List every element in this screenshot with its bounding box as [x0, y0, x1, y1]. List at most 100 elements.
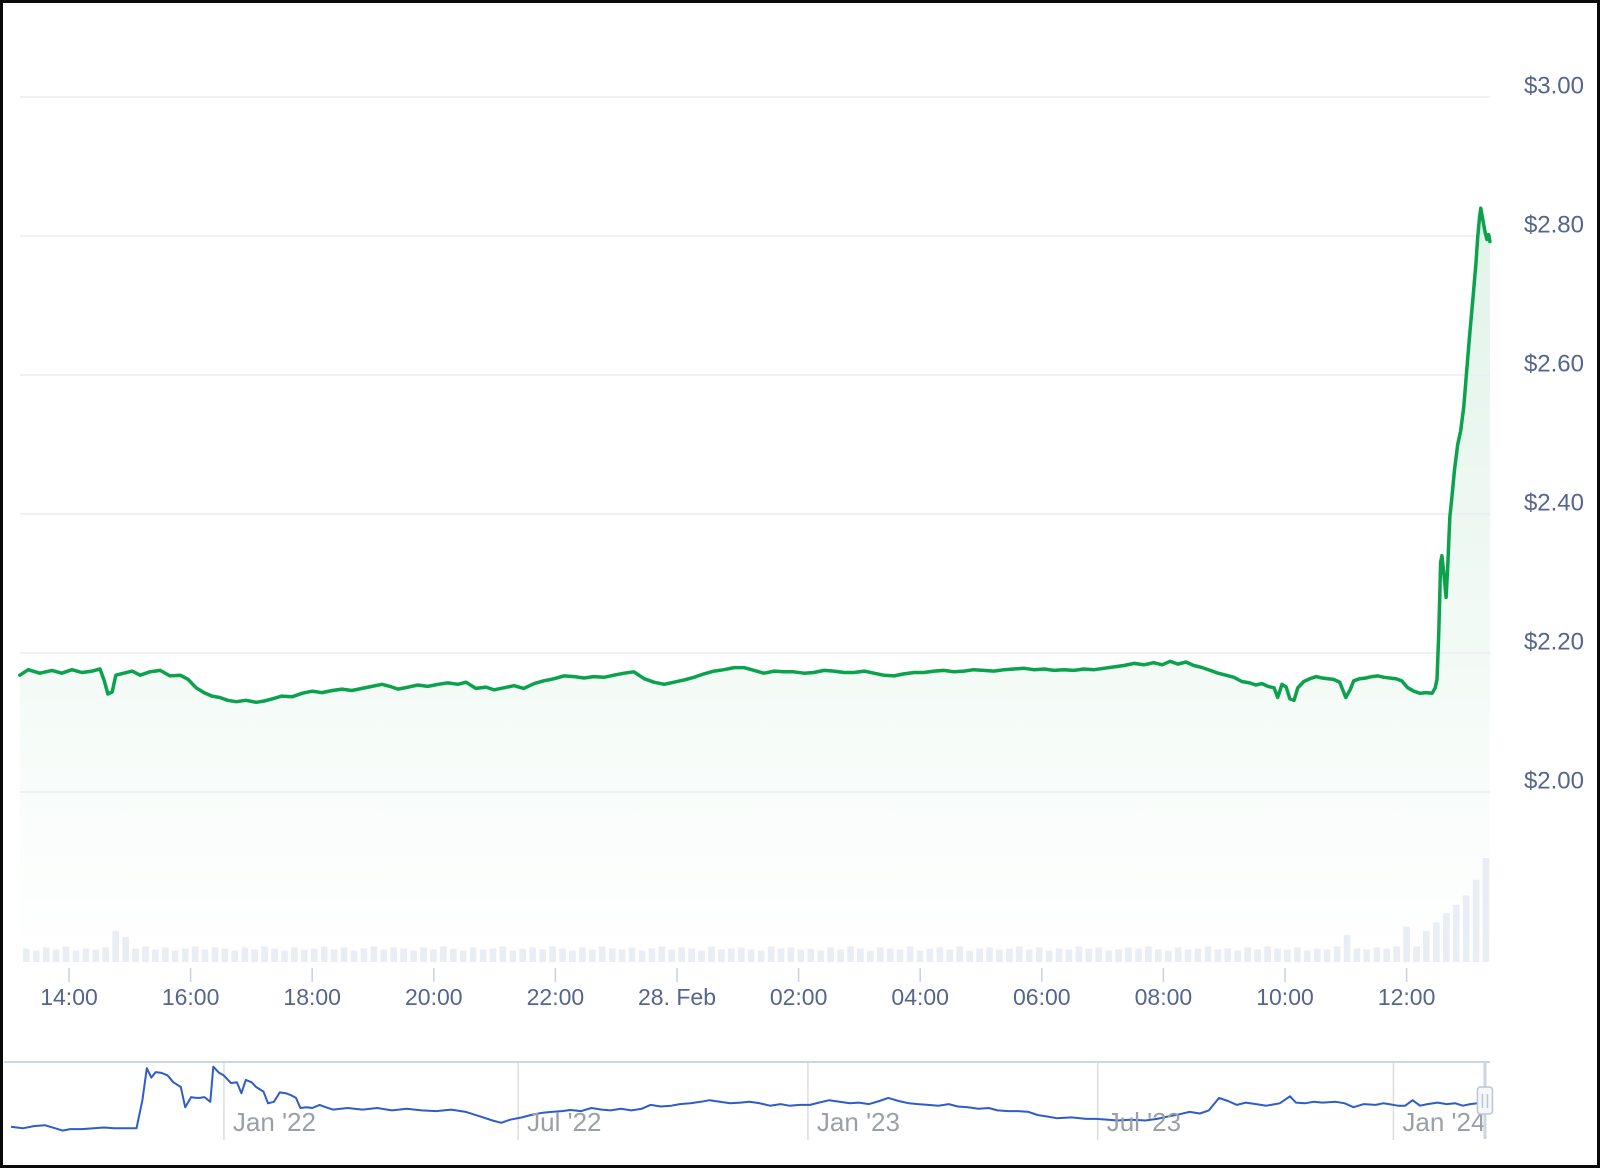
volume-bar — [469, 947, 477, 962]
volume-bar — [420, 947, 427, 962]
volume-bar — [23, 948, 30, 962]
volume-bar — [916, 950, 924, 962]
x-axis-label: 06:00 — [1013, 984, 1071, 1010]
volume-bar — [847, 946, 854, 962]
volume-bar — [370, 946, 378, 962]
volume-bar — [529, 947, 536, 962]
volume-bar — [1095, 947, 1102, 962]
volume-bar — [539, 949, 546, 962]
volume-bar — [1313, 948, 1321, 962]
volume-bar — [589, 949, 596, 962]
volume-bar — [221, 948, 229, 962]
volume-bar — [459, 950, 467, 962]
volume-bar — [1016, 946, 1023, 962]
volume-bar — [767, 946, 775, 962]
volume-bar — [1353, 948, 1361, 962]
volume-bar — [112, 930, 119, 962]
price-chart-svg[interactable]: $3.00 $2.80 $2.60 $2.40 $2.20 $2.00 14:00 16:00… — [3, 3, 1597, 1165]
volume-bar — [311, 948, 318, 962]
volume-bar — [936, 947, 944, 962]
volume-bar — [1055, 948, 1063, 962]
volume-bar — [658, 946, 666, 962]
navigator-handle[interactable] — [1476, 1086, 1494, 1115]
volume-bar — [867, 950, 874, 962]
x-axis-label: 22:00 — [527, 984, 585, 1010]
volume-bar — [410, 950, 417, 962]
price-gridlines — [20, 96, 1490, 793]
volume-bar — [1174, 947, 1182, 962]
volume-bar — [1244, 947, 1251, 962]
volume-bar — [1045, 950, 1053, 962]
volume-bar — [1025, 949, 1033, 962]
volume-bar — [1204, 946, 1212, 962]
volume-bar — [728, 948, 735, 962]
x-axis-label: 08:00 — [1135, 984, 1193, 1010]
volume-bar — [668, 949, 675, 962]
volume-bar — [291, 947, 298, 962]
volume-bar — [489, 948, 497, 962]
volume-bar — [32, 950, 40, 962]
volume-bar — [1264, 946, 1271, 962]
volume-bar — [440, 946, 447, 962]
x-axis-ticks: 14:00 16:00 18:00 20:00 22:00 28. Feb 02:00 04:… — [40, 968, 1435, 1010]
volume-bar — [678, 947, 685, 962]
volume-bar — [886, 948, 894, 962]
volume-bar — [1413, 946, 1420, 962]
volume-bar — [42, 947, 50, 962]
volume-bar — [479, 949, 487, 962]
volume-bar — [1135, 948, 1142, 962]
volume-bar — [787, 947, 795, 962]
navigator-axis-label: Jan '22 — [233, 1107, 316, 1137]
volume-bar — [1155, 949, 1162, 962]
volume-bar — [301, 949, 308, 962]
y-axis-label: $2.20 — [1524, 629, 1584, 656]
x-axis-label: 20:00 — [405, 984, 463, 1010]
volume-bar — [708, 946, 715, 962]
volume-bar — [62, 946, 70, 962]
y-axis-label: $2.60 — [1524, 351, 1584, 378]
volume-bar — [1165, 950, 1172, 962]
volume-bar — [569, 950, 576, 962]
navigator-axis-label: Jan '24 — [1402, 1107, 1485, 1137]
volume-bar — [718, 949, 725, 962]
volume-bar — [608, 948, 616, 962]
x-axis-label: 18:00 — [283, 984, 341, 1010]
volume-bar — [1343, 935, 1351, 962]
volume-bar — [1333, 946, 1341, 962]
volume-bar — [450, 948, 457, 962]
volume-bar — [171, 950, 179, 962]
x-axis-label: 16:00 — [162, 984, 220, 1010]
volume-bar — [1006, 948, 1013, 962]
volume-bar — [757, 950, 765, 962]
volume-bar — [142, 946, 149, 962]
volume-bar — [688, 948, 695, 962]
volume-bar — [896, 949, 904, 962]
y-axis-label: $2.80 — [1524, 212, 1584, 239]
navigator-track[interactable] — [4, 1062, 1490, 1140]
volume-bar — [400, 948, 407, 962]
volume-bar — [618, 949, 626, 962]
volume-bar — [320, 946, 328, 962]
navigator-axis-label: Jul '22 — [527, 1107, 601, 1137]
x-axis-label: 10:00 — [1256, 984, 1314, 1010]
volume-bar — [132, 948, 139, 962]
main-plot-area[interactable] — [20, 43, 1490, 962]
volume-bar — [1065, 949, 1073, 962]
volume-bar — [1274, 948, 1281, 962]
volume-bar — [1363, 949, 1371, 962]
volume-bar — [986, 947, 993, 962]
volume-bar — [1443, 913, 1450, 962]
volume-bar — [559, 948, 566, 962]
volume-bars — [23, 858, 1490, 962]
volume-bar — [162, 947, 169, 962]
volume-bar — [1472, 879, 1480, 962]
y-axis-label: $2.00 — [1524, 768, 1584, 795]
volume-bar — [827, 947, 834, 962]
volume-bar — [777, 948, 785, 962]
volume-bar — [430, 949, 437, 962]
volume-bar — [648, 948, 656, 962]
volume-bar — [152, 949, 159, 962]
volume-bar — [251, 949, 258, 962]
volume-bar — [1224, 948, 1232, 962]
